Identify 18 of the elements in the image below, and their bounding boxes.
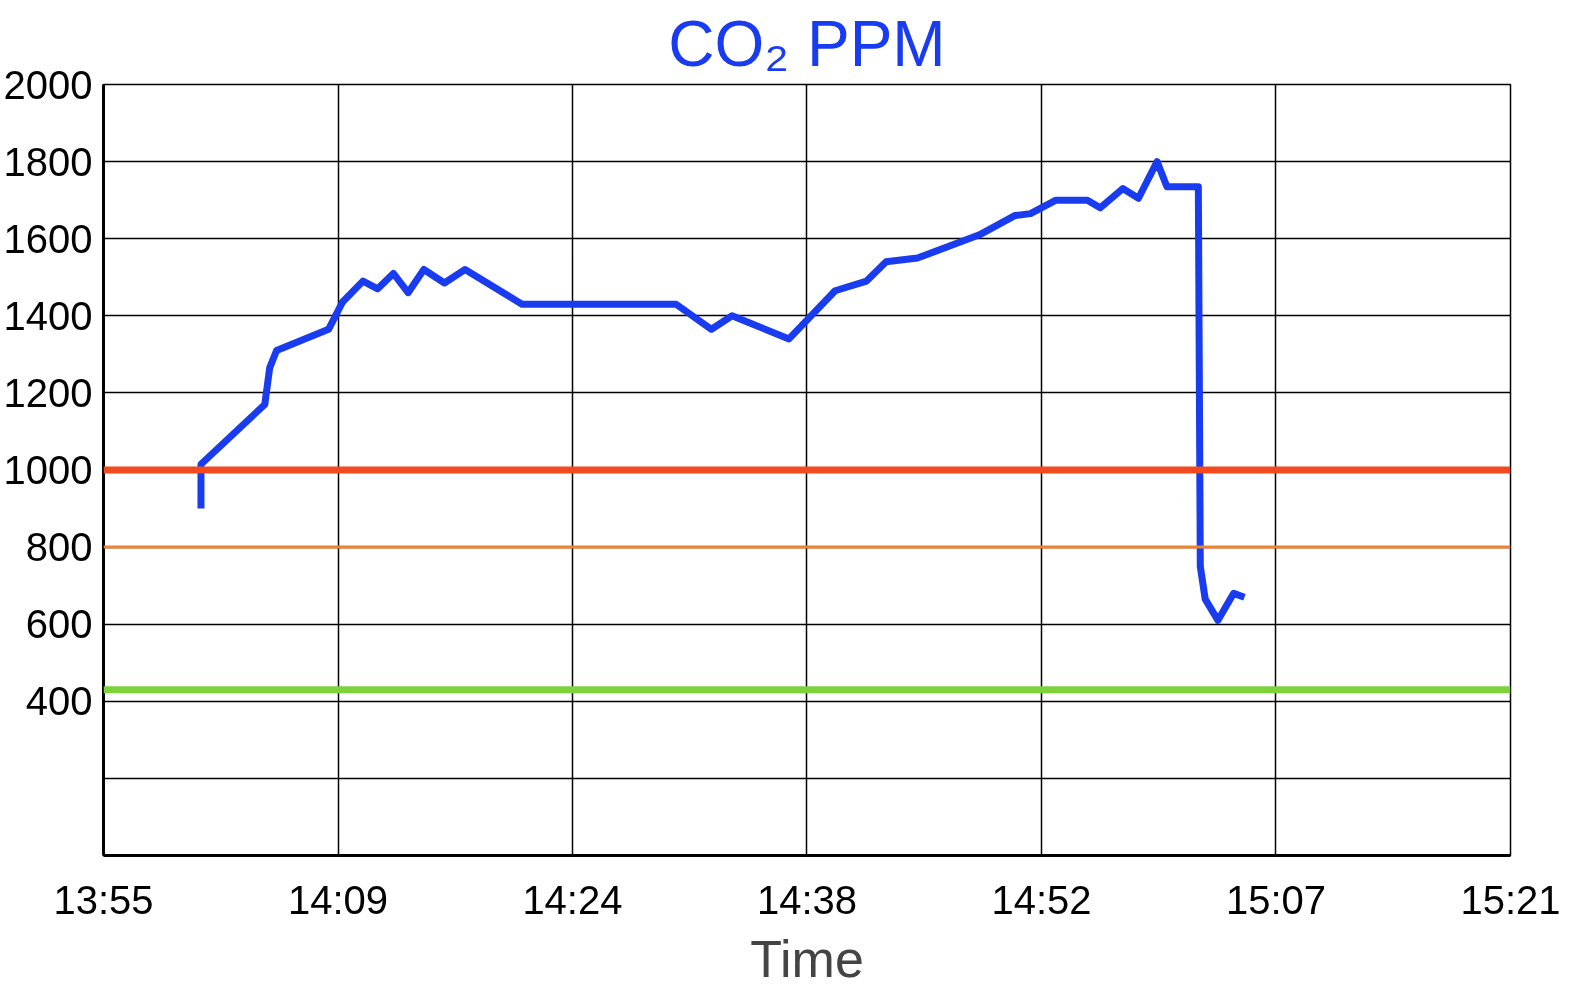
y-tick-label: 2000 bbox=[3, 62, 93, 107]
y-tick-label: 800 bbox=[25, 525, 93, 570]
y-tick-label: 1400 bbox=[3, 293, 93, 338]
x-tick-label: 15:07 bbox=[1225, 877, 1327, 922]
y-tick-label: 1800 bbox=[3, 139, 93, 184]
y-tick-label: 400 bbox=[25, 679, 93, 724]
x-tick-label: 14:38 bbox=[756, 877, 858, 922]
x-tick-label: 14:24 bbox=[522, 877, 623, 922]
x-tick-label: 14:09 bbox=[287, 877, 389, 922]
x-tick-label: 13:55 bbox=[53, 877, 154, 922]
x-tick-label: 15:21 bbox=[1460, 877, 1561, 922]
y-tick-label: 1200 bbox=[3, 370, 93, 415]
x-axis-title: Time bbox=[750, 929, 864, 988]
x-tick-label: 14:52 bbox=[991, 877, 1092, 922]
chart-title: CO₂ PPM bbox=[668, 7, 946, 80]
y-tick-label: 600 bbox=[25, 602, 93, 647]
y-tick-label: 1600 bbox=[3, 216, 93, 261]
y-tick-label: 1000 bbox=[3, 448, 93, 492]
